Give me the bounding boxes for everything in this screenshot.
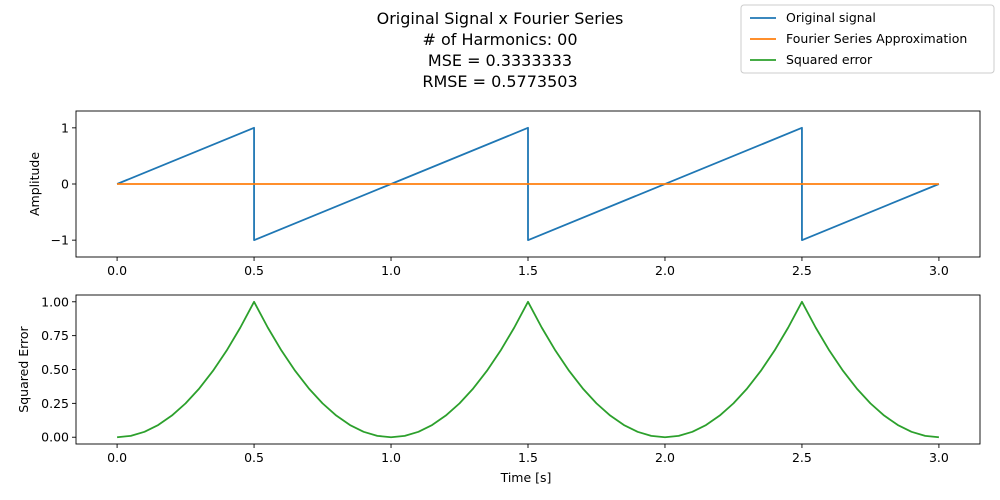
- amplitude-y-axis-label: Amplitude: [27, 152, 42, 216]
- legend-label-squared-error: Squared error: [786, 52, 873, 67]
- title-line-3: MSE = 0.3333333: [428, 51, 572, 70]
- amplitude-x-tick-label: 0.0: [107, 263, 127, 278]
- error-y-tick-label: 0.75: [41, 328, 69, 343]
- amplitude-x-tick-label: 3.0: [929, 263, 949, 278]
- amplitude-x-tick-label: 0.5: [244, 263, 264, 278]
- series-line-squared-error: [117, 300, 939, 439]
- error-x-tick-label: 2.0: [655, 450, 675, 465]
- error-y-tick-label: 0.00: [41, 430, 69, 445]
- error-x-tick-label: 1.5: [518, 450, 538, 465]
- error-y-tick-label: 0.25: [41, 396, 69, 411]
- amplitude-x-tick-label: 2.0: [655, 263, 675, 278]
- title-line-4: RMSE = 0.5773503: [422, 72, 577, 91]
- error-x-tick-label: 0.0: [107, 450, 127, 465]
- error-x-tick-label: 1.0: [381, 450, 401, 465]
- error-y-tick-label: 1.00: [41, 294, 69, 309]
- title-line-1: Original Signal x Fourier Series: [377, 9, 624, 28]
- title-line-2: # of Harmonics: 00: [422, 30, 577, 49]
- legend-label-original-signal: Original signal: [786, 10, 876, 25]
- amplitude-panel: 0.0 0.5 1.0 1.5 2.0 2.5 3.0 1 0 −1 Amplitude: [27, 110, 981, 278]
- amplitude-y-tick-label: 1: [61, 120, 69, 135]
- legend-label-fourier-approximation: Fourier Series Approximation: [786, 31, 967, 46]
- figure-title: Original Signal x Fourier Series # of Ha…: [377, 9, 624, 91]
- error-x-tick-label: 2.5: [792, 450, 812, 465]
- error-y-axis-label: Squared Error: [16, 325, 31, 412]
- amplitude-x-tick-label: 1.0: [381, 263, 401, 278]
- error-x-tick-label: 3.0: [929, 450, 949, 465]
- amplitude-y-tick-label: 0: [61, 177, 69, 192]
- error-x-axis-label: Time [s]: [500, 470, 552, 485]
- squared-error-panel: 0.0 0.5 1.0 1.5 2.0 2.5 3.0 0.00 0.25 0.50 0.75 1.0…: [16, 294, 981, 485]
- amplitude-y-tick-label: −1: [51, 233, 69, 248]
- amplitude-x-tick-label: 2.5: [792, 263, 812, 278]
- legend-frame: [740, 4, 995, 74]
- amplitude-x-tick-label: 1.5: [518, 263, 538, 278]
- error-x-tick-label: 0.5: [244, 450, 264, 465]
- error-y-tick-label: 0.50: [41, 362, 69, 377]
- error-axes-frame: [75, 294, 981, 445]
- legend: Original signal Fourier Series Approxima…: [740, 4, 995, 74]
